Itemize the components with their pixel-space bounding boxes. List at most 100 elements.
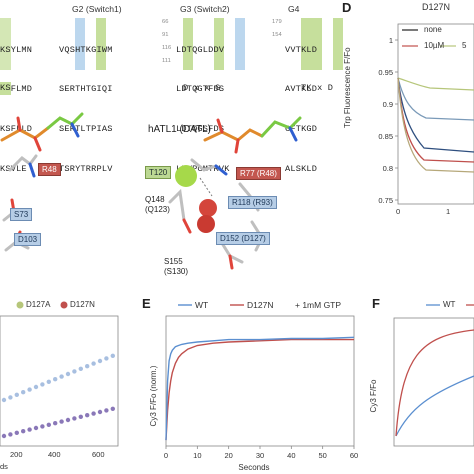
g4-seq-row: AVTKLD <box>285 84 318 95</box>
left-seq-row: KSVLE <box>0 164 27 175</box>
g3-header: G3 (Switch2) <box>180 4 230 14</box>
ks-motif: KS <box>0 82 11 96</box>
g2-seq-row: TSRYTRRPLV <box>59 164 113 175</box>
panel-c-chart: 200 400 600 ds <box>0 301 119 471</box>
label-r77: R77 (R48) <box>236 167 281 180</box>
label-s130: (S130) <box>164 267 189 276</box>
g2-seq-row: SERTLTPIAS <box>59 124 113 135</box>
label-s155: S155 <box>164 257 183 266</box>
panel-e-xtick-label: 30 <box>256 451 264 460</box>
panel-c-point <box>46 379 51 384</box>
g3-seq-row: LDTQGSFDS <box>176 124 225 135</box>
panel-e-xtick-label: 10 <box>193 451 201 460</box>
residue-number: 111 <box>162 58 171 64</box>
g4-header: G4 <box>288 4 300 14</box>
g3-d2-highlight <box>235 18 245 70</box>
water-sphere <box>199 199 217 217</box>
panel-c-point <box>21 429 26 434</box>
panel-c-xlabel: ds <box>0 462 8 471</box>
panel-c-point <box>46 422 51 427</box>
label-d103: D103 <box>14 233 42 246</box>
panel-e-legend-label: WT <box>195 300 208 310</box>
panel-d-chart: 1 0.95 0.9 0.85 0.8 0.75 Trp Fluorescence F/F… <box>343 23 474 216</box>
panel-c-point <box>85 364 90 369</box>
panel-c-point <box>72 416 77 421</box>
panel-c-point <box>53 377 58 382</box>
g4-seq-row: GFTKGD <box>285 124 318 135</box>
panel-d-xtick: 1 <box>446 207 450 216</box>
residue-number: 179 <box>272 19 282 25</box>
label-d152: D152 (D127) <box>216 232 270 245</box>
panel-e-series-d127n <box>165 338 354 441</box>
residue-number: 66 <box>162 19 169 25</box>
panel-c-point <box>27 387 32 392</box>
panel-c-legend-d127a: D127A <box>26 300 51 309</box>
panel-d-ytick-label: 0.75 <box>378 196 393 205</box>
panel-c-point <box>40 382 45 387</box>
panel-d-ytick-label: 0.95 <box>378 68 393 77</box>
panel-e-xlabel: Seconds <box>238 463 269 472</box>
g3-seq-row: LDTQGLDDV <box>176 44 225 55</box>
panel-c-point <box>110 406 116 411</box>
panel-d-legend-5: 5 <box>462 41 467 50</box>
panel-f-letter: F <box>372 296 380 311</box>
panel-d-letter: D <box>342 0 352 15</box>
left-seq-row: KSYLMN <box>0 44 33 55</box>
residue-number: 116 <box>162 45 172 51</box>
g2-seq-row: SERTHTGIQI <box>59 84 113 95</box>
label-r48: R48 <box>38 163 61 176</box>
panel-e-xtick-label: 60 <box>350 451 358 460</box>
panel-c-point <box>65 417 71 423</box>
left-seq-row: KSFLMD <box>0 84 33 95</box>
panel-c-point <box>14 430 19 435</box>
panel-e-xtick-label: 0 <box>164 451 168 460</box>
panel-c-point <box>78 366 84 371</box>
panel-c-point <box>33 425 39 431</box>
panel-c-point <box>78 414 84 419</box>
panel-d-ytick-label: 1 <box>389 36 393 45</box>
label-s73: S73 <box>10 208 33 221</box>
panel-c-point <box>65 371 71 377</box>
g4-seq-row: VVTKLD <box>285 44 318 55</box>
g4-seq-row: ALSKLD <box>285 164 318 175</box>
panel-e-xtick-label: 50 <box>318 451 326 460</box>
panel-c-point <box>91 361 96 366</box>
panel-c-point <box>40 424 45 429</box>
label-q148: Q148 <box>145 195 165 204</box>
residue-number: 91 <box>162 32 169 38</box>
panel-d-legend-none: none <box>424 25 442 34</box>
panel-c-point <box>33 384 39 390</box>
residue-number: 154 <box>272 32 282 38</box>
panel-d-title: D127N <box>422 2 451 12</box>
panel-c-point <box>8 432 13 437</box>
panel-c-point <box>72 369 77 374</box>
panel-e-letter: E <box>142 296 151 311</box>
label-t120: T120 <box>145 166 172 179</box>
label-r118: R118 (R93) <box>228 196 277 209</box>
panel-c-xtick: 400 <box>48 450 61 459</box>
panel-f-legend-wt: WT <box>443 300 456 309</box>
panel-d-ytick-label: 0.8 <box>383 164 393 173</box>
panel-d-ytick-label: 0.9 <box>383 100 393 109</box>
panel-f-chart: Cy3 F/Fo <box>369 304 474 447</box>
left-seq-col: KSYLMN KSFLMD KSFLLD KSVLE <box>0 17 32 203</box>
panel-d-legend-10um: 10µM <box>424 41 445 50</box>
g4-seq-col: VVTKLD AVTKLD GFTKGD ALSKLD <box>285 17 317 203</box>
panel-d-xtick: 0 <box>396 207 400 216</box>
panel-e-legend-label: D127N <box>247 300 273 310</box>
panel-c-point <box>59 419 64 424</box>
panel-c-point <box>91 411 96 416</box>
panel-c-point <box>14 392 19 397</box>
g2-header: G2 (Switch1) <box>72 4 122 14</box>
panel-c-point <box>110 353 116 358</box>
panel-e-chart: Cy3 F/Fo (norm.) Seconds + 1mM GTP WT D12… <box>149 300 358 472</box>
panel-c-point <box>104 356 109 361</box>
panel-f-ylabel: Cy3 F/Fo <box>369 379 378 412</box>
panel-c-legend-d127n: D127N <box>70 300 95 309</box>
panel-c-point <box>27 427 32 432</box>
panel-e-xtick-label: 20 <box>224 451 232 460</box>
g4-motif: TK x D <box>301 83 334 93</box>
panel-c-point <box>1 397 7 403</box>
g2-seq-col: VQSHTKGIWM SERTHTGIQI SERTLTPIAS TSRYTRR… <box>59 17 113 203</box>
panel-c-point <box>97 358 103 364</box>
